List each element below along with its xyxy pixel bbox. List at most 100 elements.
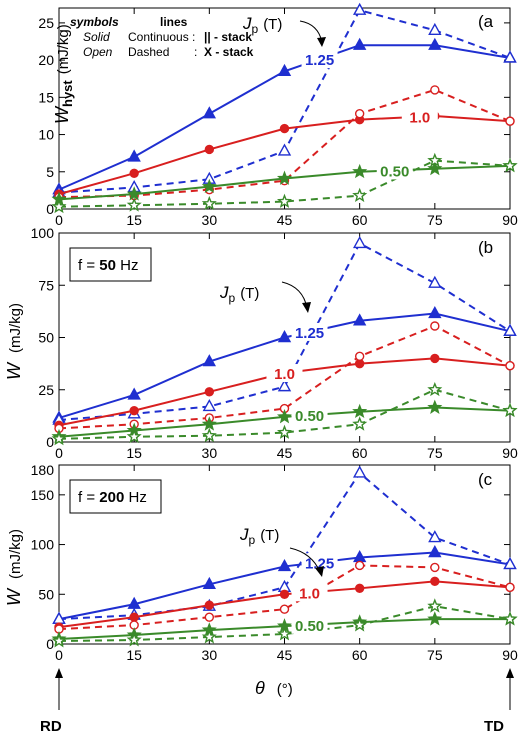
data-point xyxy=(427,381,443,397)
series-label-bg xyxy=(376,161,413,180)
legend-header-lines: lines xyxy=(160,15,188,29)
panel-c-jp-label: Jp (T) xyxy=(239,525,279,547)
data-point xyxy=(352,403,368,419)
panel-c-freq-box xyxy=(69,479,162,514)
panel-b-ylabel: W(mJ/kg) xyxy=(4,303,24,380)
data-point xyxy=(201,178,217,194)
legend-cross-stack: X - stack xyxy=(204,45,254,59)
data-point xyxy=(503,556,517,570)
data-point xyxy=(430,562,440,573)
data-point xyxy=(202,354,217,367)
x-tick-label: 30 xyxy=(202,647,218,663)
data-point xyxy=(505,116,515,126)
y-tick-label: 100 xyxy=(31,225,55,241)
data-point xyxy=(277,330,292,343)
y-tick-label: 25 xyxy=(38,15,54,31)
data-point xyxy=(430,321,440,331)
x-tick-label: 60 xyxy=(352,445,368,461)
data-point xyxy=(127,387,141,400)
data-point xyxy=(276,626,293,641)
rd-arrowhead xyxy=(55,668,63,678)
data-point xyxy=(428,22,442,36)
y-tick-label: 5 xyxy=(46,164,54,180)
data-point xyxy=(428,530,442,543)
panel-a-ylabel: Whyst(mJ/kg) xyxy=(52,24,75,124)
data-point xyxy=(201,416,217,431)
series-label-bg xyxy=(301,50,338,69)
data-point xyxy=(502,157,518,173)
data-point xyxy=(204,387,215,397)
data-point xyxy=(202,576,217,590)
legend-continuous: Continuous : xyxy=(128,30,195,44)
data-point xyxy=(279,604,290,614)
td-arrowhead xyxy=(506,668,514,678)
data-point xyxy=(51,633,67,648)
panel-a: 0 15 30 45 60 75 90 0 5 10 15 20 25 1.25 1.0 0.50 Whys… xyxy=(38,2,518,228)
y-tick-label: 15 xyxy=(38,89,54,105)
x-tick-label: 15 xyxy=(126,647,142,663)
data-point xyxy=(279,589,290,599)
data-point xyxy=(129,405,139,416)
series-label-1.0: 1.0 xyxy=(409,110,430,127)
series-label-0.50: 0.50 xyxy=(295,618,324,635)
data-point xyxy=(352,465,367,478)
legend-colon: : xyxy=(194,45,197,59)
data-point xyxy=(354,109,365,119)
y-tick-label: 20 xyxy=(38,52,54,68)
data-point xyxy=(502,611,518,626)
x-tick-label: 75 xyxy=(427,647,443,663)
series-label-0.50: 0.50 xyxy=(380,163,409,180)
data-point xyxy=(430,353,440,364)
x-tick-label: 45 xyxy=(277,445,293,461)
x-tick-label: 90 xyxy=(502,212,518,228)
data-point xyxy=(204,144,215,155)
data-point xyxy=(276,408,293,424)
series-label-bg xyxy=(401,107,438,126)
data-point xyxy=(126,197,142,212)
x-tick-label: 30 xyxy=(202,212,218,228)
y-tick-label: 100 xyxy=(31,537,55,553)
legend-parallel-stack: || - stack xyxy=(204,30,252,44)
td-label: TD xyxy=(484,718,504,735)
panel-b-jp-label: Jp (T) xyxy=(219,283,259,305)
data-point xyxy=(201,629,217,644)
legend: symbols lines Solid Continuous : || - st… xyxy=(70,15,254,59)
data-point xyxy=(51,198,67,214)
y-tick-label: 50 xyxy=(38,586,54,602)
data-point xyxy=(201,427,217,443)
series-label-1.0: 1.0 xyxy=(274,366,295,383)
panel-a-jp-arrowhead xyxy=(317,37,326,47)
data-point xyxy=(204,612,215,622)
panel-b-freq: f = 50 Hz xyxy=(78,257,138,274)
data-point xyxy=(204,600,215,610)
series-label-1.25: 1.25 xyxy=(295,325,324,342)
series-label-bg xyxy=(291,583,328,602)
x-tick-label: 45 xyxy=(277,647,293,663)
data-point xyxy=(51,430,67,446)
legend-dashed: Dashed xyxy=(128,45,169,59)
data-point xyxy=(352,617,368,632)
y-tick-label: 25 xyxy=(38,382,54,398)
data-point xyxy=(277,63,292,76)
data-point xyxy=(354,583,365,594)
y-tick-label: 50 xyxy=(38,330,54,346)
data-point xyxy=(430,85,440,95)
series-label-1.0: 1.0 xyxy=(299,585,320,602)
data-point xyxy=(428,37,442,50)
rd-label: RD xyxy=(40,718,62,735)
y-tick-label: 75 xyxy=(38,277,54,293)
panel-c-freq: f = 200 Hz xyxy=(78,489,147,506)
data-point xyxy=(276,170,293,185)
x-tick-label: 75 xyxy=(427,212,443,228)
panel-a-label: (a xyxy=(478,12,494,31)
data-point xyxy=(503,50,517,63)
data-point xyxy=(201,195,217,211)
data-point xyxy=(352,2,367,15)
data-point xyxy=(503,323,517,336)
panel-b-label: (b xyxy=(478,238,493,257)
data-point xyxy=(505,361,515,371)
data-point xyxy=(129,168,139,178)
data-point xyxy=(427,152,443,168)
series-label-bg xyxy=(266,364,303,383)
